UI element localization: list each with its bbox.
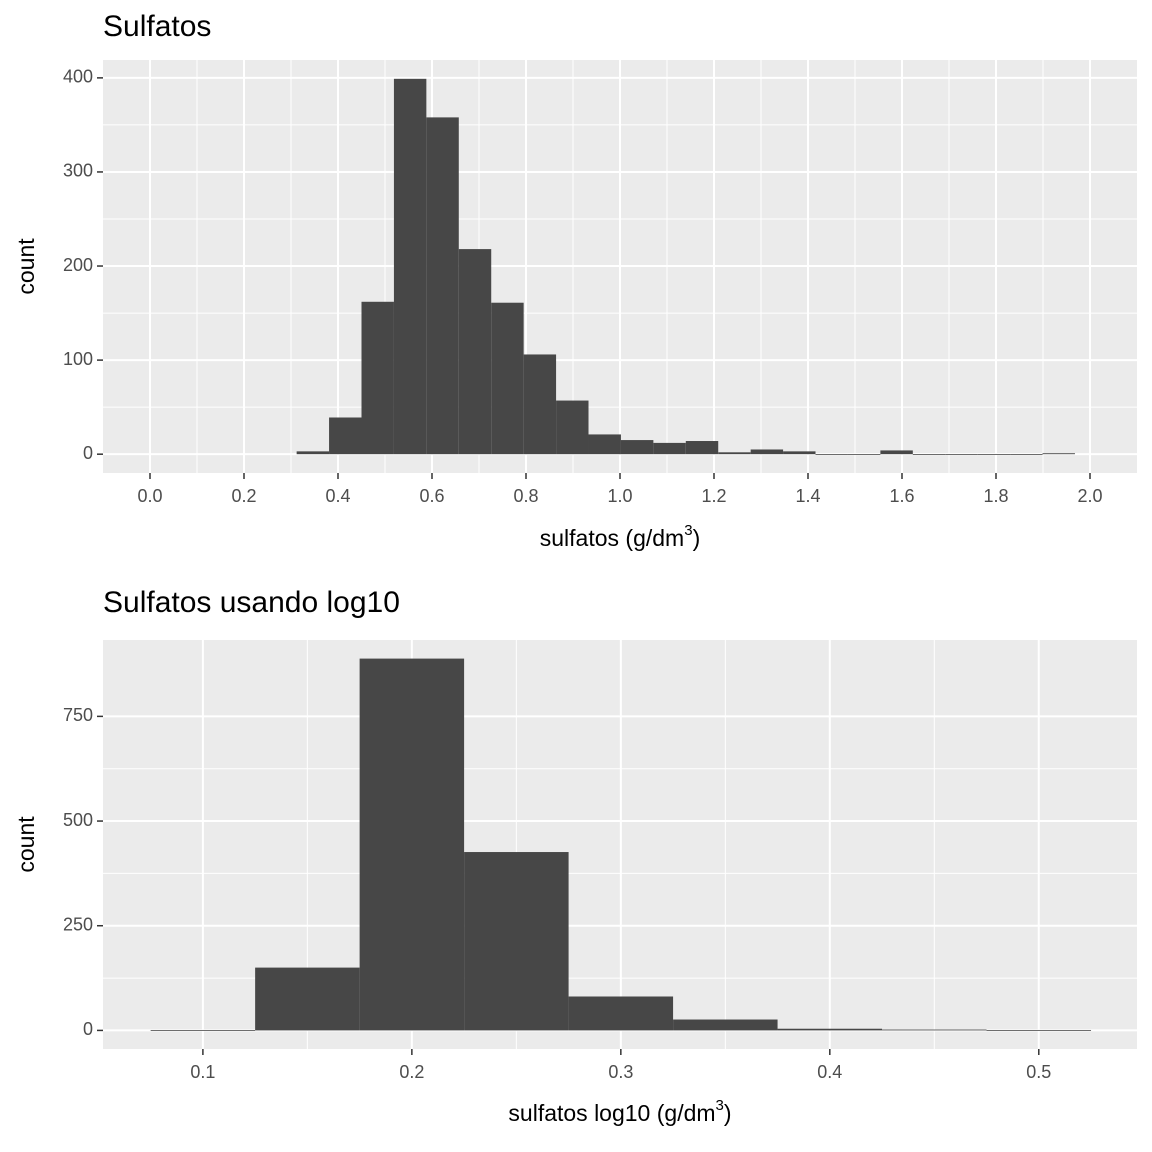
x-tick-label: 2.0	[1077, 486, 1102, 506]
x-tick-label: 0.5	[1026, 1062, 1051, 1082]
bar	[653, 442, 686, 455]
bar	[847, 454, 881, 455]
x-tick-label: 0.2	[231, 486, 256, 506]
y-axis-title: count	[13, 238, 39, 295]
bar	[426, 117, 459, 455]
x-axis-title-part: 3	[684, 522, 692, 539]
bar	[783, 451, 816, 455]
bar	[777, 1028, 883, 1031]
x-axis-title-part: )	[724, 1100, 732, 1126]
bar	[588, 434, 621, 455]
x-axis-title-part: sulfatos log10 (g/dm	[508, 1100, 715, 1126]
bar	[359, 658, 465, 1031]
y-tick-label: 250	[63, 914, 93, 934]
bar	[685, 441, 719, 455]
x-tick-label: 0.1	[190, 1062, 215, 1082]
y-tick-label: 100	[63, 349, 93, 369]
bar	[912, 454, 946, 455]
x-tick-label: 1.0	[607, 486, 632, 506]
x-axis-title: sulfatos log10 (g/dm3)	[508, 1097, 731, 1126]
bar	[882, 1029, 987, 1031]
x-tick-label: 0.2	[399, 1062, 424, 1082]
y-tick-label: 0	[83, 1019, 93, 1039]
bar	[523, 354, 557, 455]
bar	[150, 1029, 256, 1031]
x-tick-label: 0.8	[513, 486, 538, 506]
bar	[491, 302, 524, 455]
x-tick-label: 0.4	[817, 1062, 842, 1082]
bar	[556, 400, 589, 455]
chart-title: Sulfatos usando log10	[103, 586, 400, 619]
x-tick-label: 0.3	[608, 1062, 633, 1082]
x-tick-label: 0.6	[419, 486, 444, 506]
bar	[673, 1019, 778, 1031]
bar	[329, 417, 362, 455]
y-tick-label: 750	[63, 705, 93, 725]
bar	[361, 301, 394, 455]
x-tick-label: 0.4	[325, 486, 350, 506]
bar	[255, 967, 360, 1031]
bar	[750, 449, 784, 455]
y-axis-title: count	[13, 816, 39, 873]
bar	[620, 440, 654, 455]
bar	[568, 996, 674, 1031]
y-tick-label: 300	[63, 161, 93, 181]
bar	[718, 452, 751, 455]
x-tick-label: 1.6	[889, 486, 914, 506]
x-axis-title-part: 3	[716, 1097, 724, 1114]
y-tick-label: 200	[63, 255, 93, 275]
y-tick-label: 400	[63, 67, 93, 87]
bar	[977, 454, 1011, 455]
y-tick-label: 0	[83, 443, 93, 463]
y-tick-label: 500	[63, 810, 93, 830]
bar	[458, 249, 492, 455]
bar	[296, 451, 330, 455]
x-axis-title: sulfatos (g/dm3)	[540, 522, 700, 551]
bar	[945, 454, 978, 455]
bar	[393, 78, 427, 455]
x-tick-label: 1.4	[795, 486, 820, 506]
chart-title: Sulfatos	[103, 10, 211, 43]
x-axis-title-part: )	[693, 525, 701, 551]
bar	[986, 1029, 1092, 1031]
x-tick-label: 1.8	[983, 486, 1008, 506]
bar	[815, 454, 848, 455]
x-axis-title-part: sulfatos (g/dm	[540, 525, 684, 551]
bar	[1010, 454, 1043, 455]
bar	[880, 450, 913, 455]
bar	[464, 852, 569, 1031]
x-tick-label: 0.0	[137, 486, 162, 506]
bar	[1042, 453, 1075, 455]
x-tick-label: 1.2	[701, 486, 726, 506]
